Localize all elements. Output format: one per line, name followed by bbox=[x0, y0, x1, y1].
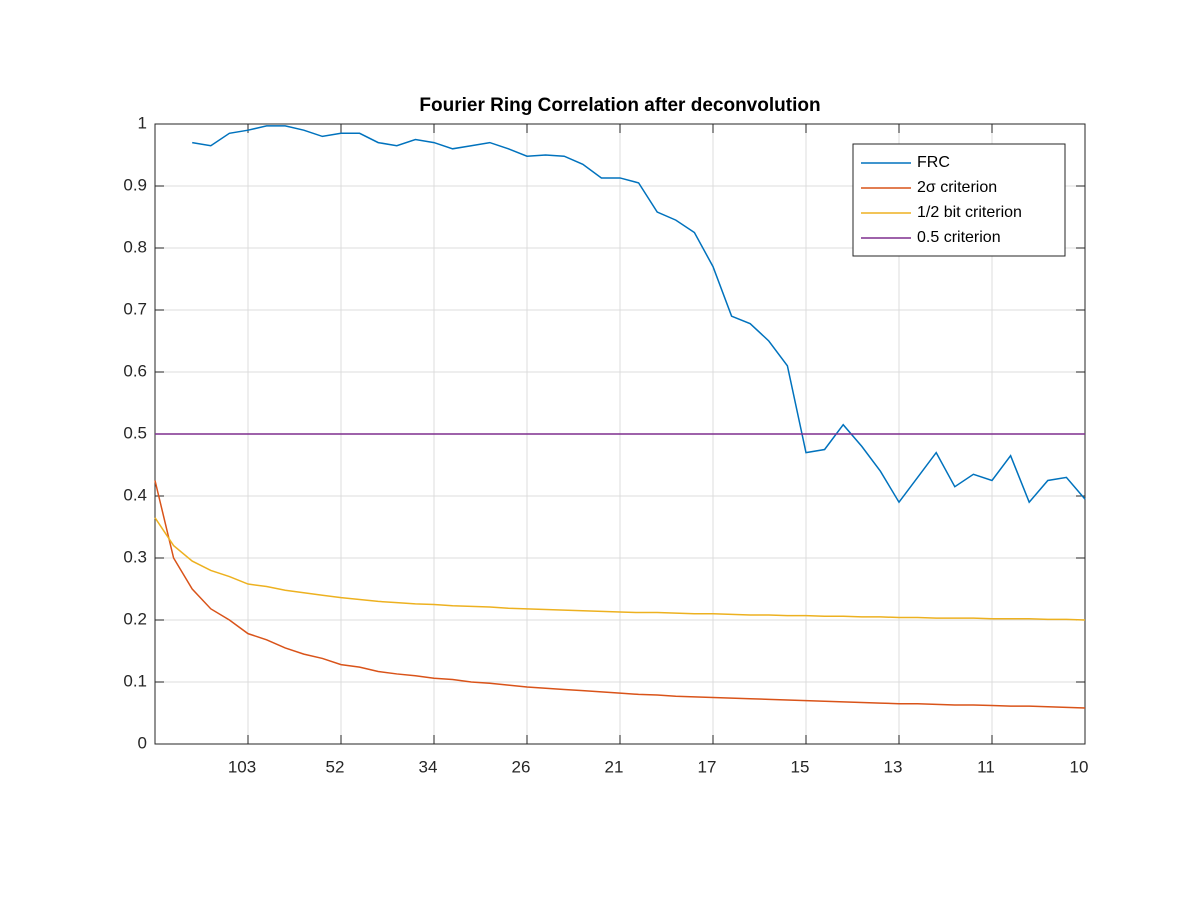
y-tick-label: 0.5 bbox=[123, 423, 147, 442]
x-tick-label: 13 bbox=[884, 757, 903, 776]
y-tick-label: 1 bbox=[138, 113, 147, 132]
y-tick-label: 0.6 bbox=[123, 361, 147, 380]
y-tick-label: 0 bbox=[138, 733, 147, 752]
x-tick-label: 34 bbox=[419, 757, 438, 776]
x-tick-label: 52 bbox=[326, 757, 345, 776]
legend-label: 2σ criterion bbox=[917, 179, 997, 196]
chart-title: Fourier Ring Correlation after deconvolu… bbox=[419, 95, 820, 116]
y-tick-label: 0.3 bbox=[123, 547, 147, 566]
y-tick-label: 0.8 bbox=[123, 237, 147, 256]
y-tick-label: 0.4 bbox=[123, 485, 147, 504]
legend-label: FRC bbox=[917, 154, 950, 171]
series-line bbox=[154, 480, 1086, 709]
x-tick-label: 21 bbox=[605, 757, 624, 776]
x-tick-label: 17 bbox=[698, 757, 717, 776]
series-line bbox=[192, 125, 1086, 504]
x-tick-label: 26 bbox=[512, 757, 531, 776]
legend-label: 1/2 bit criterion bbox=[917, 204, 1022, 221]
x-tick-label: 103 bbox=[228, 757, 256, 776]
x-tick-label: 10 bbox=[1070, 757, 1089, 776]
y-tick-label: 0.7 bbox=[123, 299, 147, 318]
series-line bbox=[154, 517, 1086, 621]
x-tick-label: 11 bbox=[977, 757, 995, 776]
y-tick-label: 0.9 bbox=[123, 175, 147, 194]
x-tick-label: 15 bbox=[791, 757, 810, 776]
legend-label: 0.5 criterion bbox=[917, 229, 1001, 246]
y-tick-label: 0.1 bbox=[123, 671, 147, 690]
y-tick-label: 0.2 bbox=[123, 609, 147, 628]
